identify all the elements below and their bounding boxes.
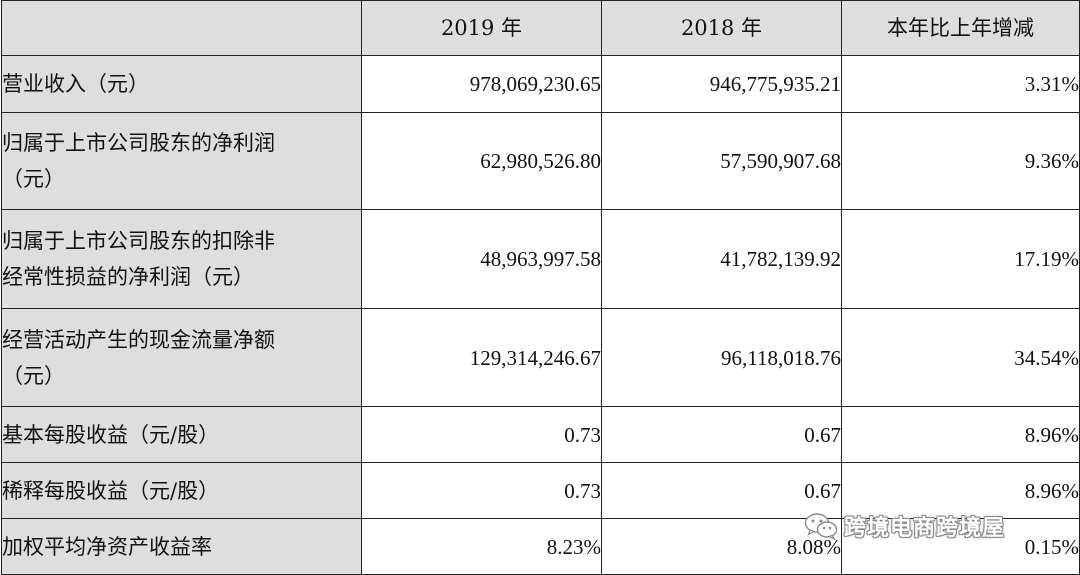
value-change: 8.96%: [841, 462, 1080, 519]
row-label-basic-eps: 基本每股收益（元/股）: [1, 406, 362, 463]
table-row: 营业收入（元） 978,069,230.65 946,775,935.21 3.…: [1, 55, 1080, 113]
table-header-row: 2019 年 2018 年 本年比上年增减: [1, 0, 1080, 56]
table-row: 基本每股收益（元/股） 0.73 0.67 8.96%: [1, 406, 1080, 463]
value-2019: 129,314,246.67: [361, 308, 602, 407]
header-cell-2019: 2019 年: [361, 0, 602, 56]
table-row: 经营活动产生的现金流量净额 （元） 129,314,246.67 96,118,…: [1, 308, 1080, 407]
header-cell-2018: 2018 年: [601, 0, 842, 56]
row-label-operating-cash-flow: 经营活动产生的现金流量净额 （元）: [1, 308, 362, 407]
value-2019: 0.73: [361, 462, 602, 519]
row-label-roe: 加权平均净资产收益率: [1, 518, 362, 575]
row-label-adjusted-net-profit: 归属于上市公司股东的扣除非 经常性损益的净利润（元）: [1, 209, 362, 309]
value-change: 9.36%: [841, 112, 1080, 210]
value-2019: 62,980,526.80: [361, 112, 602, 210]
value-change: 3.31%: [841, 55, 1080, 113]
value-2019: 978,069,230.65: [361, 55, 602, 113]
value-change: 17.19%: [841, 209, 1080, 309]
header-cell-blank: [1, 0, 362, 56]
table-row: 加权平均净资产收益率 8.23% 8.08% 0.15%: [1, 518, 1080, 575]
table-row: 归属于上市公司股东的扣除非 经常性损益的净利润（元） 48,963,997.58…: [1, 209, 1080, 309]
value-change: 8.96%: [841, 406, 1080, 463]
value-change: 0.15%: [841, 518, 1080, 575]
value-2018: 41,782,139.92: [601, 209, 842, 309]
table-row: 归属于上市公司股东的净利润 （元） 62,980,526.80 57,590,9…: [1, 112, 1080, 210]
value-2018: 57,590,907.68: [601, 112, 842, 210]
header-cell-change: 本年比上年增减: [841, 0, 1080, 56]
value-2018: 946,775,935.21: [601, 55, 842, 113]
table-row: 稀释每股收益（元/股） 0.73 0.67 8.96%: [1, 462, 1080, 519]
value-change: 34.54%: [841, 308, 1080, 407]
value-2018: 0.67: [601, 406, 842, 463]
row-label-net-profit: 归属于上市公司股东的净利润 （元）: [1, 112, 362, 210]
value-2019: 48,963,997.58: [361, 209, 602, 309]
row-label-diluted-eps: 稀释每股收益（元/股）: [1, 462, 362, 519]
value-2018: 8.08%: [601, 518, 842, 575]
value-2018: 96,118,018.76: [601, 308, 842, 407]
value-2019: 8.23%: [361, 518, 602, 575]
row-label-revenue: 营业收入（元）: [1, 55, 362, 113]
value-2018: 0.67: [601, 462, 842, 519]
value-2019: 0.73: [361, 406, 602, 463]
